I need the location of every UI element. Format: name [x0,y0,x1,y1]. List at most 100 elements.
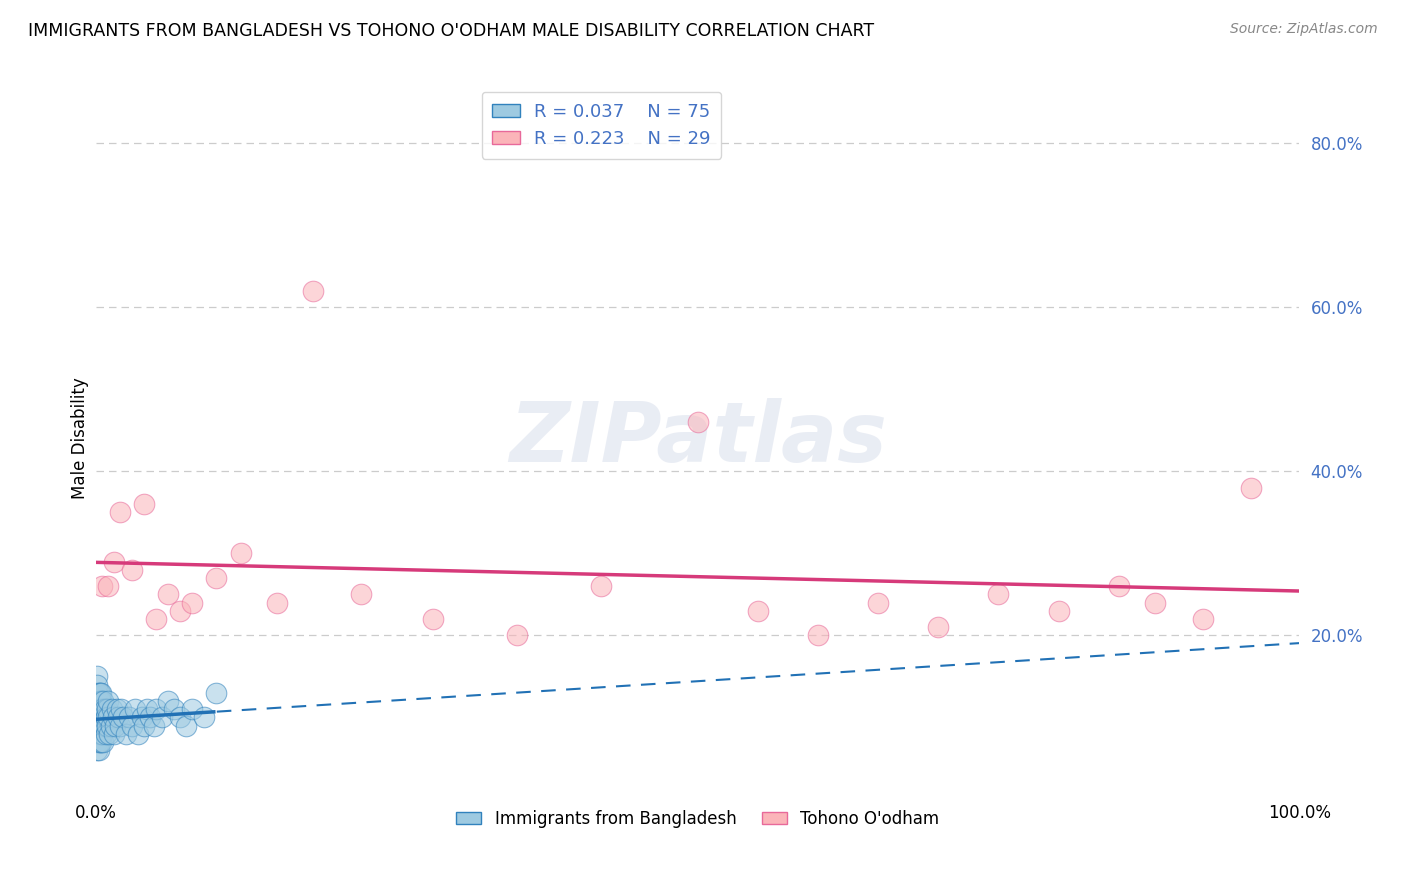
Point [118,710,141,724]
Point [229,546,252,560]
Point [90,710,112,724]
Legend: Immigrants from Bangladesh, Tohono O'odham: Immigrants from Bangladesh, Tohono O'odh… [450,803,946,835]
Point [124,702,146,716]
Point [111,710,134,724]
Point [86,669,108,683]
Point [91,579,114,593]
Text: ZIPatlas: ZIPatlas [509,398,887,479]
Point [86,735,108,749]
Point [157,587,180,601]
Point [86,702,108,716]
Text: IMMIGRANTS FROM BANGLADESH VS TOHONO O'ODHAM MALE DISABILITY CORRELATION CHART: IMMIGRANTS FROM BANGLADESH VS TOHONO O'O… [28,22,875,40]
Point [94,727,117,741]
Point [139,710,162,724]
Point [105,702,128,716]
Point [422,612,444,626]
Point [100,719,122,733]
Point [927,620,949,634]
Point [127,727,149,741]
Point [89,686,111,700]
Point [91,710,114,724]
Point [104,719,127,733]
Point [591,579,613,593]
Point [987,587,1010,601]
Point [110,702,132,716]
Point [205,686,228,700]
Point [142,719,165,733]
Point [89,727,111,741]
Point [169,710,191,724]
Point [163,702,186,716]
Point [1108,579,1130,593]
Point [506,628,529,642]
Point [101,710,124,724]
Point [87,743,110,757]
Point [86,710,108,724]
Text: Source: ZipAtlas.com: Source: ZipAtlas.com [1230,22,1378,37]
Point [110,505,132,519]
Point [97,694,120,708]
Y-axis label: Male Disability: Male Disability [72,377,89,500]
Point [134,719,156,733]
Point [87,727,110,741]
Point [93,694,115,708]
Point [169,604,191,618]
Point [301,284,323,298]
Point [90,694,112,708]
Point [87,719,110,733]
Point [110,719,132,733]
Point [266,596,288,610]
Point [157,694,180,708]
Point [86,694,108,708]
Point [89,719,111,733]
Point [90,686,112,700]
Point [135,702,157,716]
Point [86,686,108,700]
Point [86,743,108,757]
Point [101,702,124,716]
Point [1240,481,1263,495]
Point [176,719,198,733]
Point [181,596,204,610]
Point [93,710,115,724]
Point [1047,604,1070,618]
Point [86,719,108,733]
Point [97,710,120,724]
Point [131,710,153,724]
Point [89,735,111,749]
Point [98,727,121,741]
Point [103,727,125,741]
Point [205,571,228,585]
Point [193,710,215,724]
Point [103,555,125,569]
Point [150,710,173,724]
Point [145,612,167,626]
Point [87,702,110,716]
Point [89,694,111,708]
Point [93,735,115,749]
Point [115,727,138,741]
Point [89,702,111,716]
Point [87,710,110,724]
Point [97,579,120,593]
Point [747,604,769,618]
Point [90,727,112,741]
Point [86,727,108,741]
Point [87,694,110,708]
Point [90,735,112,749]
Point [87,686,110,700]
Point [686,415,709,429]
Point [89,710,111,724]
Point [1192,612,1215,626]
Point [91,702,114,716]
Point [91,719,114,733]
Point [121,563,143,577]
Point [87,735,110,749]
Point [145,702,167,716]
Point [134,497,156,511]
Point [107,710,129,724]
Point [1143,596,1166,610]
Point [807,628,830,642]
Point [91,727,114,741]
Point [96,702,118,716]
